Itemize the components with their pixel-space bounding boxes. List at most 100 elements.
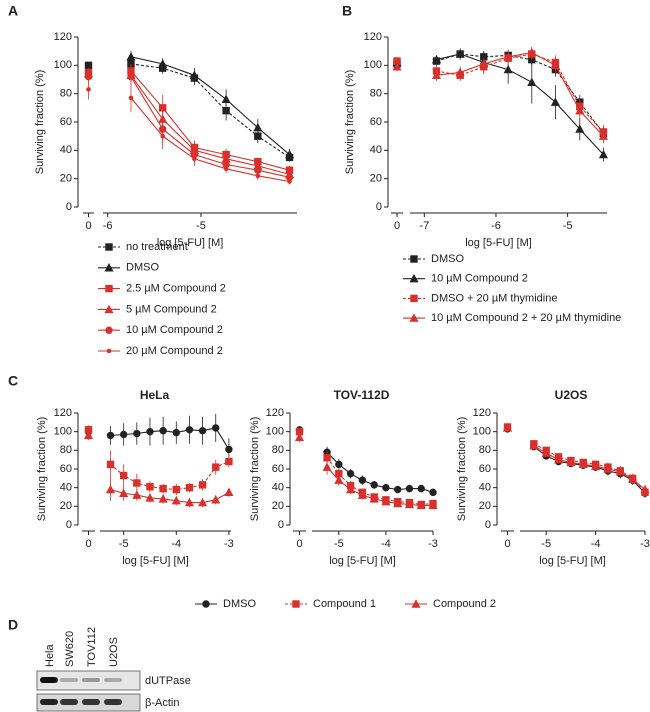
marker (132, 490, 142, 499)
x-tick-label: -5 (196, 220, 206, 232)
marker (212, 463, 220, 471)
marker (172, 485, 180, 494)
legend-marker (410, 294, 418, 303)
marker (455, 49, 465, 58)
marker (382, 483, 390, 492)
marker (370, 481, 378, 489)
marker (198, 427, 207, 435)
y-tick-label: 120 (473, 407, 491, 419)
legend-label: no treatment (126, 241, 188, 253)
y-tick-label: 20 (272, 500, 284, 512)
x-tick-label: -5 (119, 538, 129, 550)
blot-lane-label: TOV112 (86, 627, 98, 667)
series-line (326, 466, 433, 506)
marker (393, 498, 403, 508)
series-line (436, 53, 604, 133)
marker (146, 483, 154, 491)
series-line (533, 445, 646, 490)
y-tick-label: 60 (60, 116, 72, 128)
y-tick-label: 0 (66, 201, 72, 213)
legend-label: Compound 2 (433, 598, 496, 610)
marker (158, 59, 168, 68)
marker (429, 488, 437, 497)
marker (369, 494, 379, 503)
marker (431, 54, 442, 64)
panel-label: D (8, 617, 18, 633)
western-blot: dUTPase β-Actin Hela SW620 TOV112 U2OS (36, 627, 191, 712)
y-tick-label: 20 (479, 500, 491, 512)
x-tick-label: -4 (591, 538, 601, 550)
marker (628, 474, 638, 483)
legend-label: 10 µM Compound 2 + 20 µM thymidine (431, 312, 621, 324)
marker (185, 426, 194, 434)
legend-label: 10 µM Compound 2 (126, 324, 223, 336)
marker (159, 484, 167, 493)
legend-marker (409, 273, 419, 283)
marker (346, 469, 355, 478)
series-line (326, 457, 434, 506)
y-tick-label: 80 (479, 444, 491, 456)
marker (133, 429, 141, 438)
legend-label: 5 µM Compound 2 (126, 303, 217, 315)
x-axis-title: log [5-FU] [M] (465, 237, 532, 249)
y-axis-title: Surviving fraction (%) (344, 70, 356, 175)
marker (405, 484, 414, 493)
series-line (533, 443, 646, 493)
marker (550, 60, 560, 70)
y-tick-label: 100 (266, 426, 284, 438)
marker (253, 122, 263, 132)
legend-marker (292, 600, 300, 608)
y-axis-title: Surviving fraction (%) (456, 417, 468, 522)
y-tick-label: 40 (272, 482, 284, 494)
x-tick-label: 0 (504, 538, 510, 550)
blot-row-label: dUTPase (145, 675, 191, 687)
x-tick-label: -4 (381, 538, 391, 550)
marker (578, 459, 588, 469)
x-tick-label: -5 (334, 538, 344, 550)
legend-label: Compound 1 (313, 598, 376, 610)
x-tick-label: -6 (491, 220, 501, 232)
marker (640, 484, 650, 494)
marker (84, 72, 93, 81)
marker (127, 72, 135, 81)
marker (529, 440, 539, 450)
series-line (130, 63, 290, 158)
y-tick-label: 120 (266, 407, 284, 419)
marker (225, 457, 233, 466)
series-line (326, 451, 434, 493)
marker (527, 47, 537, 57)
marker (84, 61, 93, 70)
x-axis-title: log [5-FU] [M] (329, 555, 396, 567)
marker (105, 484, 116, 494)
panel-label: B (342, 3, 352, 19)
marker (106, 460, 115, 469)
x-tick-label: -6 (103, 220, 113, 232)
marker (198, 481, 207, 489)
marker (346, 484, 356, 494)
marker (119, 488, 129, 497)
x-tick-label: 0 (394, 220, 400, 232)
y-tick-label: 40 (60, 482, 72, 494)
y-tick-label: 0 (376, 201, 382, 213)
marker (404, 499, 414, 509)
x-tick-label: -4 (171, 538, 181, 550)
legend-marker (410, 255, 418, 263)
y-tick-label: 0 (66, 519, 72, 531)
marker (223, 166, 229, 172)
y-tick-label: 120 (54, 407, 72, 419)
chart-title: HeLa (140, 388, 170, 402)
marker (294, 432, 305, 441)
marker (393, 485, 402, 494)
x-tick-label: -7 (419, 220, 429, 232)
series-line (130, 70, 290, 171)
y-tick-label: 40 (479, 482, 491, 494)
marker (86, 87, 91, 92)
legend-label: 2.5 µM Compound 2 (126, 283, 226, 295)
x-tick-label: 0 (85, 220, 91, 232)
chart-title: U2OS (555, 388, 588, 402)
marker (575, 105, 585, 115)
blot-band (40, 699, 58, 705)
marker (185, 483, 194, 492)
marker (106, 431, 115, 440)
